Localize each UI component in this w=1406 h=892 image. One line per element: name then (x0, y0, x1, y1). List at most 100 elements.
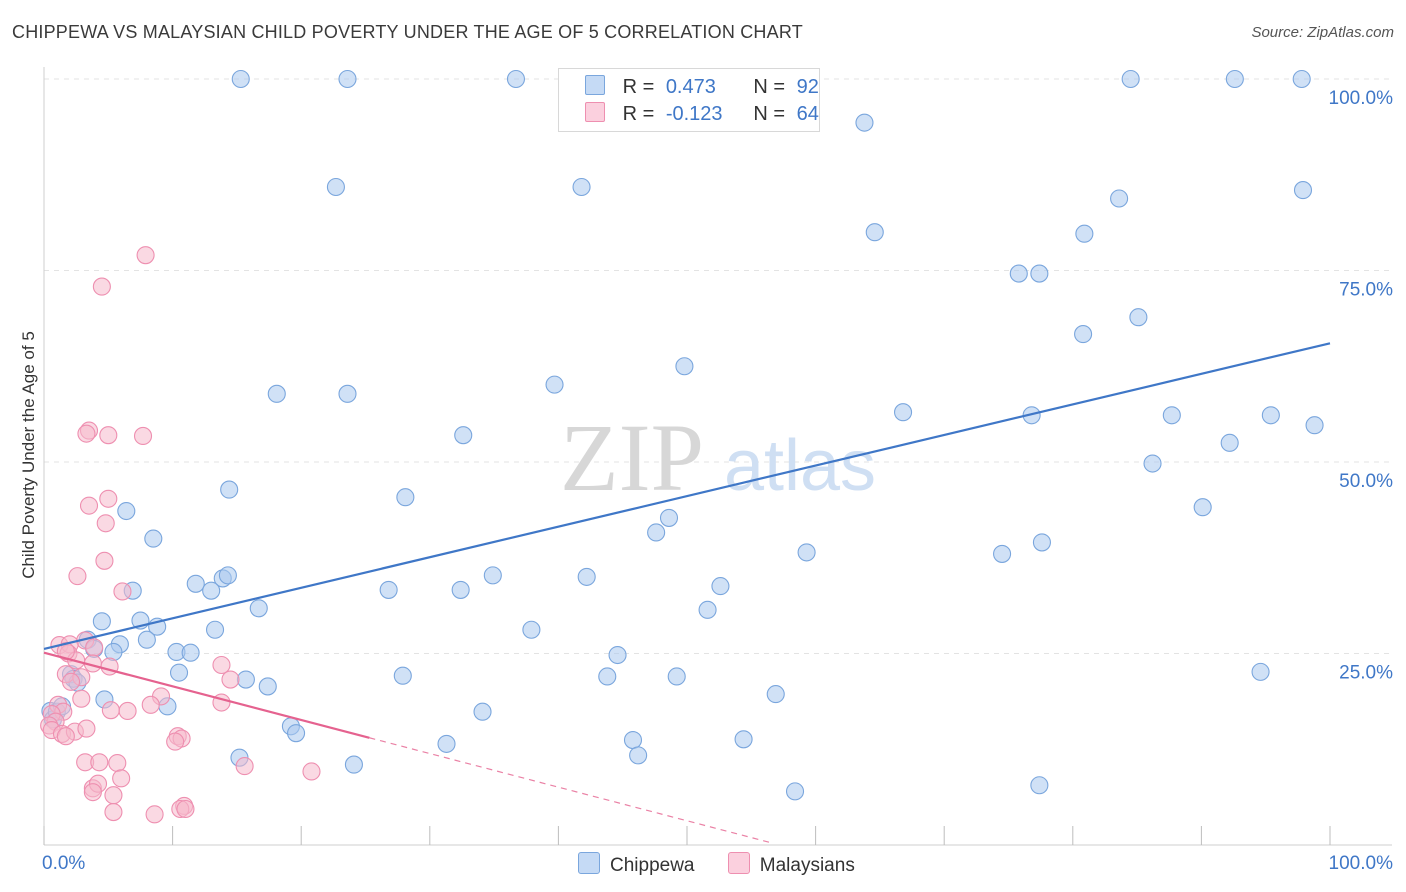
chippewa-point (1143, 454, 1162, 473)
chippewa-point (1225, 69, 1244, 89)
chippewa-point (993, 544, 1012, 563)
watermark-zip: ZIP (560, 404, 704, 511)
chippewa-point (1305, 416, 1324, 435)
legend-item-chippewa[interactable]: Chippewa (578, 852, 695, 877)
malaysian-point (99, 426, 118, 445)
malaysian-point (118, 701, 137, 721)
legend-item-malaysians[interactable]: Malaysians (727, 852, 855, 877)
chippewa-point (797, 543, 816, 562)
chippewa-point (1121, 69, 1140, 89)
chippewa-point (202, 581, 221, 600)
legend-label-chippewa: Chippewa (610, 855, 695, 876)
malaysian-point (85, 638, 104, 657)
malaysian-point (90, 753, 109, 772)
chippewa-point (393, 666, 412, 685)
malaysian-point (302, 762, 321, 781)
y-tick-label-25: 25.0% (1339, 663, 1393, 684)
malaysian-trend-line (43, 651, 370, 739)
grid-layer (44, 78, 1392, 654)
chippewa-point (893, 403, 913, 422)
malaysian-point (141, 695, 160, 714)
malaysian-point (99, 489, 118, 508)
legend-r-label: R = (622, 76, 655, 98)
legend-n-value-malaysians: 64 (796, 103, 819, 125)
chippewa-point (667, 667, 686, 686)
y-tick-label-75: 75.0% (1339, 280, 1393, 301)
chippewa-point (344, 755, 363, 774)
chippewa-point (396, 488, 415, 507)
chippewa-point (144, 529, 163, 548)
chippewa-point (698, 600, 717, 619)
malaysian-point (72, 689, 91, 708)
malaysian-point (112, 769, 131, 788)
y-tick-label-50: 50.0% (1339, 471, 1393, 492)
chippewa-point (249, 599, 268, 618)
malaysian-point (133, 426, 153, 446)
malaysian-point (77, 424, 96, 443)
chippewa-point (675, 357, 694, 376)
malaysian-point (145, 805, 164, 824)
chippewa-point (1251, 662, 1270, 681)
chippewa-point (1193, 498, 1212, 517)
chippewa-point (1030, 776, 1049, 795)
watermark: ZIP atlas (560, 404, 876, 511)
y-axis-label: Child Poverty Under the Age of 5 (19, 331, 38, 579)
chippewa-point (137, 630, 156, 649)
legend-r-value-malaysians: -0.123 (665, 103, 723, 125)
malaysian-point (95, 551, 114, 570)
legend-n-label: N = (753, 76, 786, 98)
chippewa-point (287, 724, 306, 743)
chippewa-point (326, 177, 345, 197)
chippewa-point (117, 501, 136, 521)
chippewa-point (1129, 308, 1148, 327)
watermark-atlas: atlas (724, 426, 876, 506)
chippewa-point (1009, 264, 1028, 283)
malaysian-point (92, 277, 111, 296)
legend-label-malaysians: Malaysians (759, 855, 855, 876)
chippewa-point (629, 746, 648, 765)
chippewa-point (186, 574, 205, 593)
chippewa-point (855, 113, 874, 132)
series-legend: Chippewa Malaysians (578, 852, 883, 877)
chippewa-point (454, 426, 473, 445)
chippewa-point (1074, 325, 1093, 344)
points-layer (40, 69, 1324, 824)
malaysian-point (136, 246, 155, 265)
axis-layer: 25.0% 50.0% 75.0% 100.0% 0.0% 100.0% (42, 67, 1393, 874)
chippewa-point (785, 782, 805, 801)
trend-layer (43, 342, 1331, 844)
malaysian-point (68, 567, 87, 586)
chippewa-point (181, 643, 200, 662)
malaysian-point (56, 727, 75, 746)
legend-swatch-chippewa (585, 75, 605, 95)
legend-n-label: N = (753, 103, 786, 125)
chippewa-point (1030, 264, 1049, 283)
chippewa-point (572, 177, 591, 197)
chippewa-point (1292, 69, 1311, 89)
malaysian-point (212, 655, 231, 675)
chippewa-point (483, 566, 502, 585)
chippewa-point (506, 69, 526, 89)
chippewa-point (1261, 406, 1280, 425)
chippewa-point (1110, 189, 1129, 208)
chippewa-point (865, 223, 884, 242)
chippewa-point (451, 580, 470, 599)
chippewa-point (1162, 406, 1181, 425)
malaysian-point (221, 670, 240, 689)
chippewa-point (623, 731, 643, 750)
legend-r-label: R = (622, 103, 655, 125)
chippewa-point (1220, 433, 1239, 452)
malaysian-point (108, 753, 127, 773)
chippewa-point (267, 384, 286, 403)
malaysian-point (61, 672, 81, 691)
legend-r-value-chippewa: 0.473 (665, 76, 716, 98)
malaysian-point (79, 496, 99, 515)
x-tick-label-min: 0.0% (42, 853, 85, 874)
x-tick-label-max: 100.0% (1329, 853, 1394, 874)
malaysian-point (113, 582, 132, 601)
chippewa-trend-line (43, 342, 1331, 650)
chippewa-point (734, 730, 753, 749)
malaysian-point (176, 799, 195, 819)
chippewa-point (205, 620, 225, 639)
